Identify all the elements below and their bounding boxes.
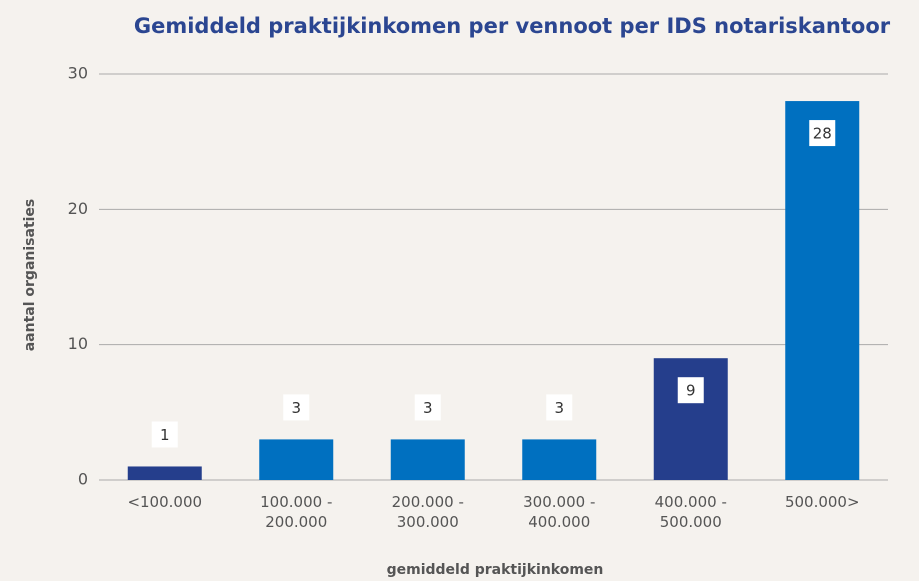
x-tick-label: 300.000 - 400.000 bbox=[523, 493, 596, 531]
bar bbox=[653, 358, 728, 480]
value-label-box bbox=[677, 377, 704, 404]
x-tick-label: 100.000 - 200.000 bbox=[260, 493, 333, 531]
bar bbox=[785, 101, 860, 481]
value-label-box bbox=[546, 394, 573, 421]
y-tick-label: 0 bbox=[78, 470, 88, 489]
y-axis-label: aantal organisaties bbox=[22, 199, 38, 352]
value-label-box bbox=[283, 394, 310, 421]
bar bbox=[259, 439, 334, 480]
y-tick-label: 10 bbox=[68, 334, 88, 353]
value-label: 9 bbox=[686, 382, 696, 400]
y-tick-label: 30 bbox=[68, 64, 88, 83]
x-tick-label: 200.000 - 300.000 bbox=[391, 493, 464, 531]
value-label: 3 bbox=[554, 399, 564, 417]
x-tick-label: 400.000 - 500.000 bbox=[654, 493, 727, 531]
bar bbox=[127, 466, 202, 480]
chart-title: Gemiddeld praktijkinkomen per vennoot pe… bbox=[134, 14, 891, 38]
value-label-box bbox=[151, 421, 178, 448]
value-label: 3 bbox=[423, 399, 433, 417]
x-tick-label: <100.000 bbox=[127, 493, 203, 511]
value-label: 1 bbox=[160, 426, 170, 444]
x-tick-label: 500.000> bbox=[784, 493, 860, 511]
bar bbox=[522, 439, 597, 480]
value-label: 3 bbox=[291, 399, 301, 417]
y-tick-label: 20 bbox=[68, 199, 88, 218]
bar bbox=[390, 439, 465, 480]
value-label: 28 bbox=[813, 125, 832, 143]
value-label-box bbox=[809, 120, 836, 147]
value-label-box bbox=[414, 394, 441, 421]
x-axis-label: gemiddeld praktijkinkomen bbox=[387, 562, 604, 578]
